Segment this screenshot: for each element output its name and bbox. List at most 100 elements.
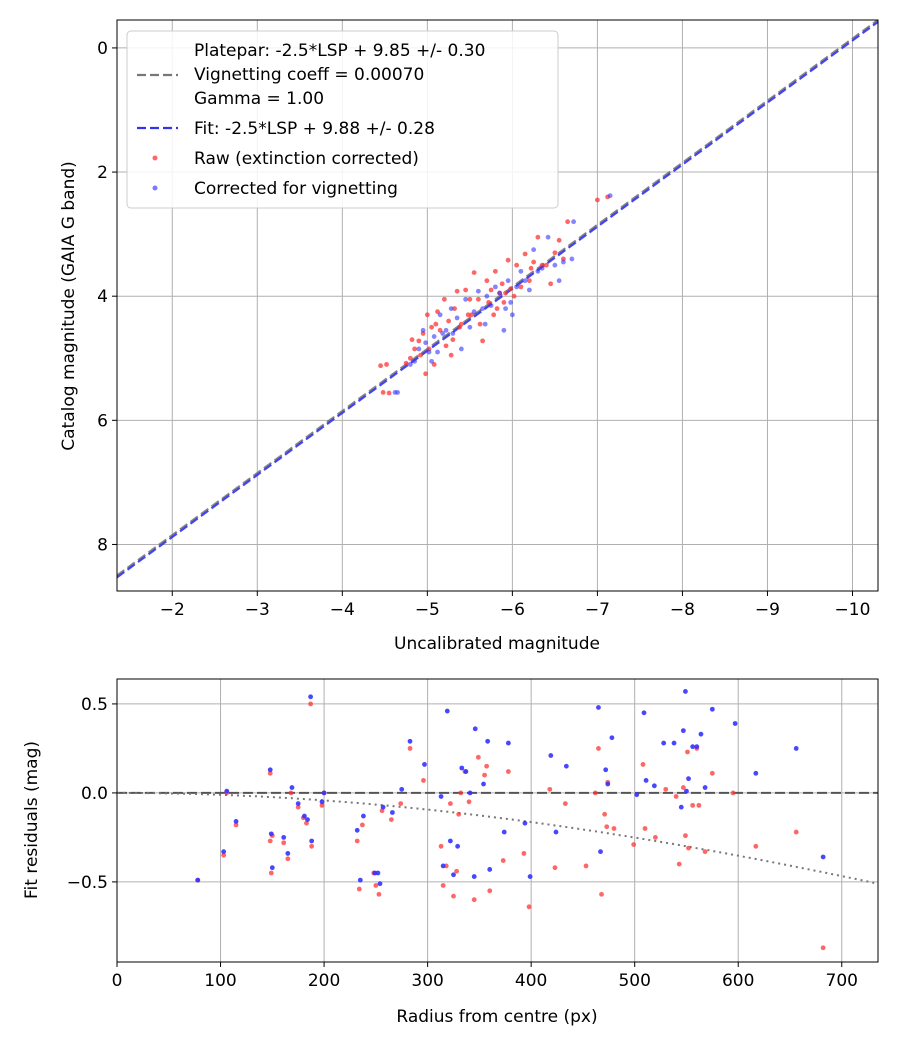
corrected-residual-point (487, 867, 493, 872)
raw-residual-point (388, 817, 394, 823)
residuals-y-tick-label: 0.5 (81, 695, 108, 715)
raw-residual-point (602, 811, 608, 817)
raw-residual-point (267, 770, 273, 776)
vignetting-curve (117, 791, 878, 885)
raw-data-point (526, 278, 532, 284)
corrected-data-point (552, 262, 558, 268)
residuals-y-ticks: −0.5 0.0 0.5 (67, 695, 117, 893)
raw-data-point (531, 259, 537, 265)
corrected-residual-point (702, 785, 708, 790)
raw-residual-point (696, 802, 702, 808)
raw-data-point (441, 296, 447, 302)
raw-data-point (463, 287, 469, 293)
raw-data-point (458, 321, 464, 327)
corrected-residual-point (698, 731, 704, 737)
corrected-residual-point (709, 706, 715, 712)
raw-residual-point (690, 802, 696, 808)
corrected-residual-point (422, 762, 427, 767)
corrected-residual-point (609, 735, 615, 741)
corrected-data-point (556, 278, 562, 284)
raw-residual-point (281, 840, 287, 846)
calibration-fit-lines (117, 20, 878, 579)
residuals-scatter-points (195, 689, 826, 951)
raw-residual-point (475, 754, 481, 760)
raw-data-point (494, 306, 500, 312)
raw-residual-point (454, 868, 460, 874)
residuals-x-tick-label: 600 (722, 971, 754, 991)
raw-residual-point (680, 785, 686, 790)
corrected-residual-point (380, 804, 386, 810)
corrected-data-point (531, 247, 537, 253)
corrected-data-point (395, 389, 400, 395)
corrected-residual-point (471, 874, 477, 879)
corrected-residual-point (321, 790, 327, 796)
corrected-data-point (426, 349, 432, 355)
calibration-x-tick-label: −5 (415, 600, 440, 620)
corrected-residual-point (221, 849, 227, 855)
corrected-data-point (539, 265, 545, 271)
raw-data-point (535, 234, 541, 240)
corrected-residual-point (680, 728, 686, 734)
raw-data-point (475, 296, 481, 302)
corrected-residual-point (268, 831, 274, 837)
residuals-y-tick-label: 0.0 (81, 784, 108, 804)
corrected-residual-point (472, 726, 478, 732)
raw-data-point (552, 250, 558, 256)
raw-data-point (407, 355, 413, 361)
corrected-data-point (518, 268, 524, 274)
corrected-residual-point (684, 788, 689, 794)
raw-residual-point (604, 824, 610, 830)
legend-platepar-label-line3: Gamma = 1.00 (194, 89, 324, 109)
legend-platepar-label-line2: Vignetting coeff = 0.00070 (194, 65, 424, 85)
raw-data-point (548, 281, 554, 287)
raw-data-point (412, 346, 417, 352)
raw-data-point (543, 262, 549, 268)
corrected-data-point (522, 278, 528, 284)
raw-residual-point (599, 891, 604, 897)
calibration-legend: Platepar: -2.5*LSP + 9.85 +/- 0.30 Vigne… (126, 30, 559, 209)
raw-residual-point (484, 763, 490, 769)
corrected-data-point (505, 278, 511, 284)
corrected-data-point (431, 334, 437, 339)
calibration-y-axis-label: Catalog magnitude (GAIA G band) (59, 161, 79, 451)
raw-residual-point (356, 886, 362, 892)
corrected-residual-point (690, 744, 696, 750)
corrected-data-point (484, 293, 490, 299)
corrected-residual-point (295, 801, 301, 806)
raw-data-point (452, 306, 457, 312)
legend-corrected-point-icon (152, 185, 158, 191)
corrected-data-point (443, 327, 449, 333)
raw-data-point (384, 362, 389, 367)
raw-data-point (386, 390, 392, 396)
calibration-y-tick-label: 4 (97, 287, 108, 307)
corrected-residual-point (553, 829, 559, 835)
corrected-data-point (508, 299, 514, 305)
residuals-x-tick-label: 700 (826, 971, 858, 991)
legend-platepar-label-line1: Platepar: -2.5*LSP + 9.85 +/- 0.30 (194, 41, 485, 61)
corrected-data-point (407, 362, 413, 367)
residuals-plot-background (117, 679, 878, 962)
raw-residual-point (521, 851, 527, 856)
raw-data-point (477, 321, 483, 327)
corrected-data-point (416, 346, 422, 352)
corrected-residual-point (357, 877, 363, 883)
corrected-residual-point (390, 810, 395, 815)
raw-data-point (518, 284, 524, 290)
raw-data-point (503, 290, 508, 296)
raw-data-point (429, 324, 435, 330)
corrected-residual-point (605, 781, 611, 787)
corrected-residual-point (501, 829, 507, 835)
raw-residual-point (640, 762, 646, 767)
raw-data-point (492, 268, 498, 274)
raw-residual-point (398, 801, 404, 806)
raw-residual-point (596, 746, 601, 751)
residuals-x-tick-label: 100 (204, 971, 236, 991)
corrected-residual-point (505, 740, 511, 746)
corrected-residual-point (319, 799, 325, 805)
raw-residual-point (673, 794, 679, 799)
residuals-plot: 0 100 200 300 400 500 600 700 −0.5 0.0 0.5 Radius… (22, 678, 879, 1027)
corrected-data-point (488, 303, 494, 308)
residuals-x-tick-label: 400 (515, 971, 547, 991)
corrected-residual-point (309, 838, 315, 844)
raw-data-point (403, 360, 409, 366)
